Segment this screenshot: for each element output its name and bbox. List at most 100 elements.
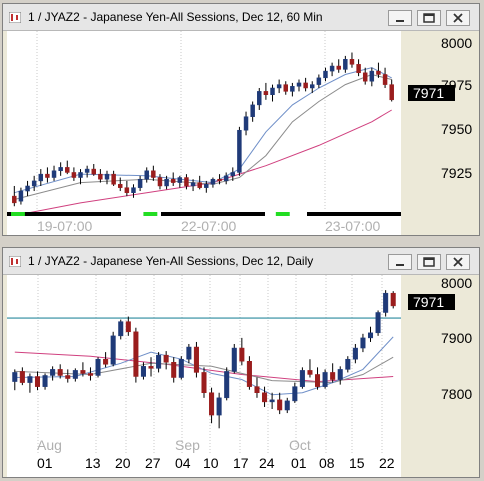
chart-app-icon xyxy=(9,12,21,23)
candle xyxy=(84,165,90,178)
candle xyxy=(336,59,341,73)
day-label: 20 xyxy=(115,455,131,471)
candle xyxy=(246,356,252,390)
chart-app-icon xyxy=(9,256,21,267)
candle xyxy=(201,367,207,398)
price-axis-label: 7925 xyxy=(441,165,472,181)
time-axis-label: 22-07:00 xyxy=(181,218,236,234)
minimize-button[interactable] xyxy=(388,254,412,270)
candle xyxy=(156,352,162,373)
last-price-marker xyxy=(408,85,455,101)
candle xyxy=(254,377,260,398)
session-gap xyxy=(121,212,161,216)
candle xyxy=(382,67,388,88)
session-bar xyxy=(7,212,401,216)
window-titlebar[interactable]: 1 / JYAZ2 - Japanese Yen-All Sessions, D… xyxy=(3,4,479,31)
candle xyxy=(217,174,222,185)
candle xyxy=(290,82,295,97)
candle xyxy=(367,326,374,342)
close-icon xyxy=(453,13,463,23)
candle xyxy=(164,175,169,190)
candle xyxy=(197,175,202,190)
candle xyxy=(239,337,245,366)
candle xyxy=(95,357,101,378)
restore-button[interactable] xyxy=(417,10,441,26)
candle xyxy=(111,170,116,186)
chart-window-60min[interactable]: 1 / JYAZ2 - Japanese Yen-All Sessions, D… xyxy=(2,3,480,236)
candle xyxy=(292,382,298,403)
candle xyxy=(362,67,368,85)
candle xyxy=(50,366,56,381)
candle xyxy=(389,79,394,102)
candle xyxy=(171,357,177,383)
close-button[interactable] xyxy=(446,10,470,26)
candle xyxy=(323,67,328,82)
candle xyxy=(72,368,78,382)
candle xyxy=(276,79,282,94)
day-label: 17 xyxy=(233,455,249,471)
window-titlebar[interactable]: 1 / JYAZ2 - Japanese Yen-All Sessions, D… xyxy=(3,248,479,275)
candle xyxy=(65,369,71,383)
candle xyxy=(151,165,156,181)
candle xyxy=(243,111,249,136)
day-label: 13 xyxy=(85,455,101,471)
restore-icon xyxy=(423,257,435,267)
month-label: Sep xyxy=(175,437,200,453)
candle xyxy=(375,310,381,336)
candle xyxy=(58,162,63,176)
candle xyxy=(78,169,83,185)
candle xyxy=(45,167,50,183)
candle xyxy=(118,177,123,192)
close-icon xyxy=(453,257,463,267)
candle xyxy=(31,175,37,192)
window-title: 1 / JYAZ2 - Japanese Yen-All Sessions, D… xyxy=(28,10,323,24)
candle xyxy=(216,392,222,429)
candle xyxy=(360,333,366,353)
candle xyxy=(376,62,381,78)
candle xyxy=(270,84,275,102)
day-label: 27 xyxy=(145,455,161,471)
close-button[interactable] xyxy=(446,254,470,270)
candle xyxy=(322,369,328,389)
candle xyxy=(330,363,336,383)
candle xyxy=(356,59,361,77)
day-label: 04 xyxy=(175,455,191,471)
candle xyxy=(133,327,139,383)
candle xyxy=(25,180,30,197)
candle xyxy=(329,62,335,77)
candle xyxy=(257,87,262,110)
candle xyxy=(383,290,389,317)
candle xyxy=(163,351,169,370)
candle xyxy=(352,343,358,364)
month-label: Oct xyxy=(289,437,311,453)
minimize-icon xyxy=(396,20,404,22)
chart-window-daily[interactable]: 1 / JYAZ2 - Japanese Yen-All Sessions, D… xyxy=(2,247,480,478)
candle xyxy=(345,356,351,373)
candle xyxy=(71,167,77,181)
candle xyxy=(343,55,348,73)
candle xyxy=(284,397,290,414)
restore-button[interactable] xyxy=(417,254,441,270)
price-axis-label: 7950 xyxy=(441,121,472,137)
price-chart-daily[interactable]: 8000 7900 7800 7971 Aug Sep Oct 01 13 20 27… xyxy=(7,275,477,477)
day-label: 15 xyxy=(349,455,365,471)
candle xyxy=(177,175,183,188)
day-label: 01 xyxy=(37,455,53,471)
candle xyxy=(299,367,305,389)
minimize-icon xyxy=(396,264,404,266)
day-label: 10 xyxy=(203,455,219,471)
candle xyxy=(307,359,313,378)
price-chart-60min[interactable]: 8000 7975 7950 7925 7971 19-07:00 22-07:… xyxy=(7,31,477,235)
price-axis-label: 8000 xyxy=(441,35,472,51)
candle xyxy=(104,170,110,185)
day-label: 01 xyxy=(291,455,307,471)
session-open-marker xyxy=(143,212,158,216)
ma-short-line xyxy=(14,67,392,194)
ma-mid-line xyxy=(14,73,392,200)
candle xyxy=(87,367,93,381)
candle xyxy=(38,169,44,186)
minimize-button[interactable] xyxy=(388,10,412,26)
candle xyxy=(144,167,149,183)
last-price-marker xyxy=(408,294,455,310)
candle xyxy=(303,77,308,92)
